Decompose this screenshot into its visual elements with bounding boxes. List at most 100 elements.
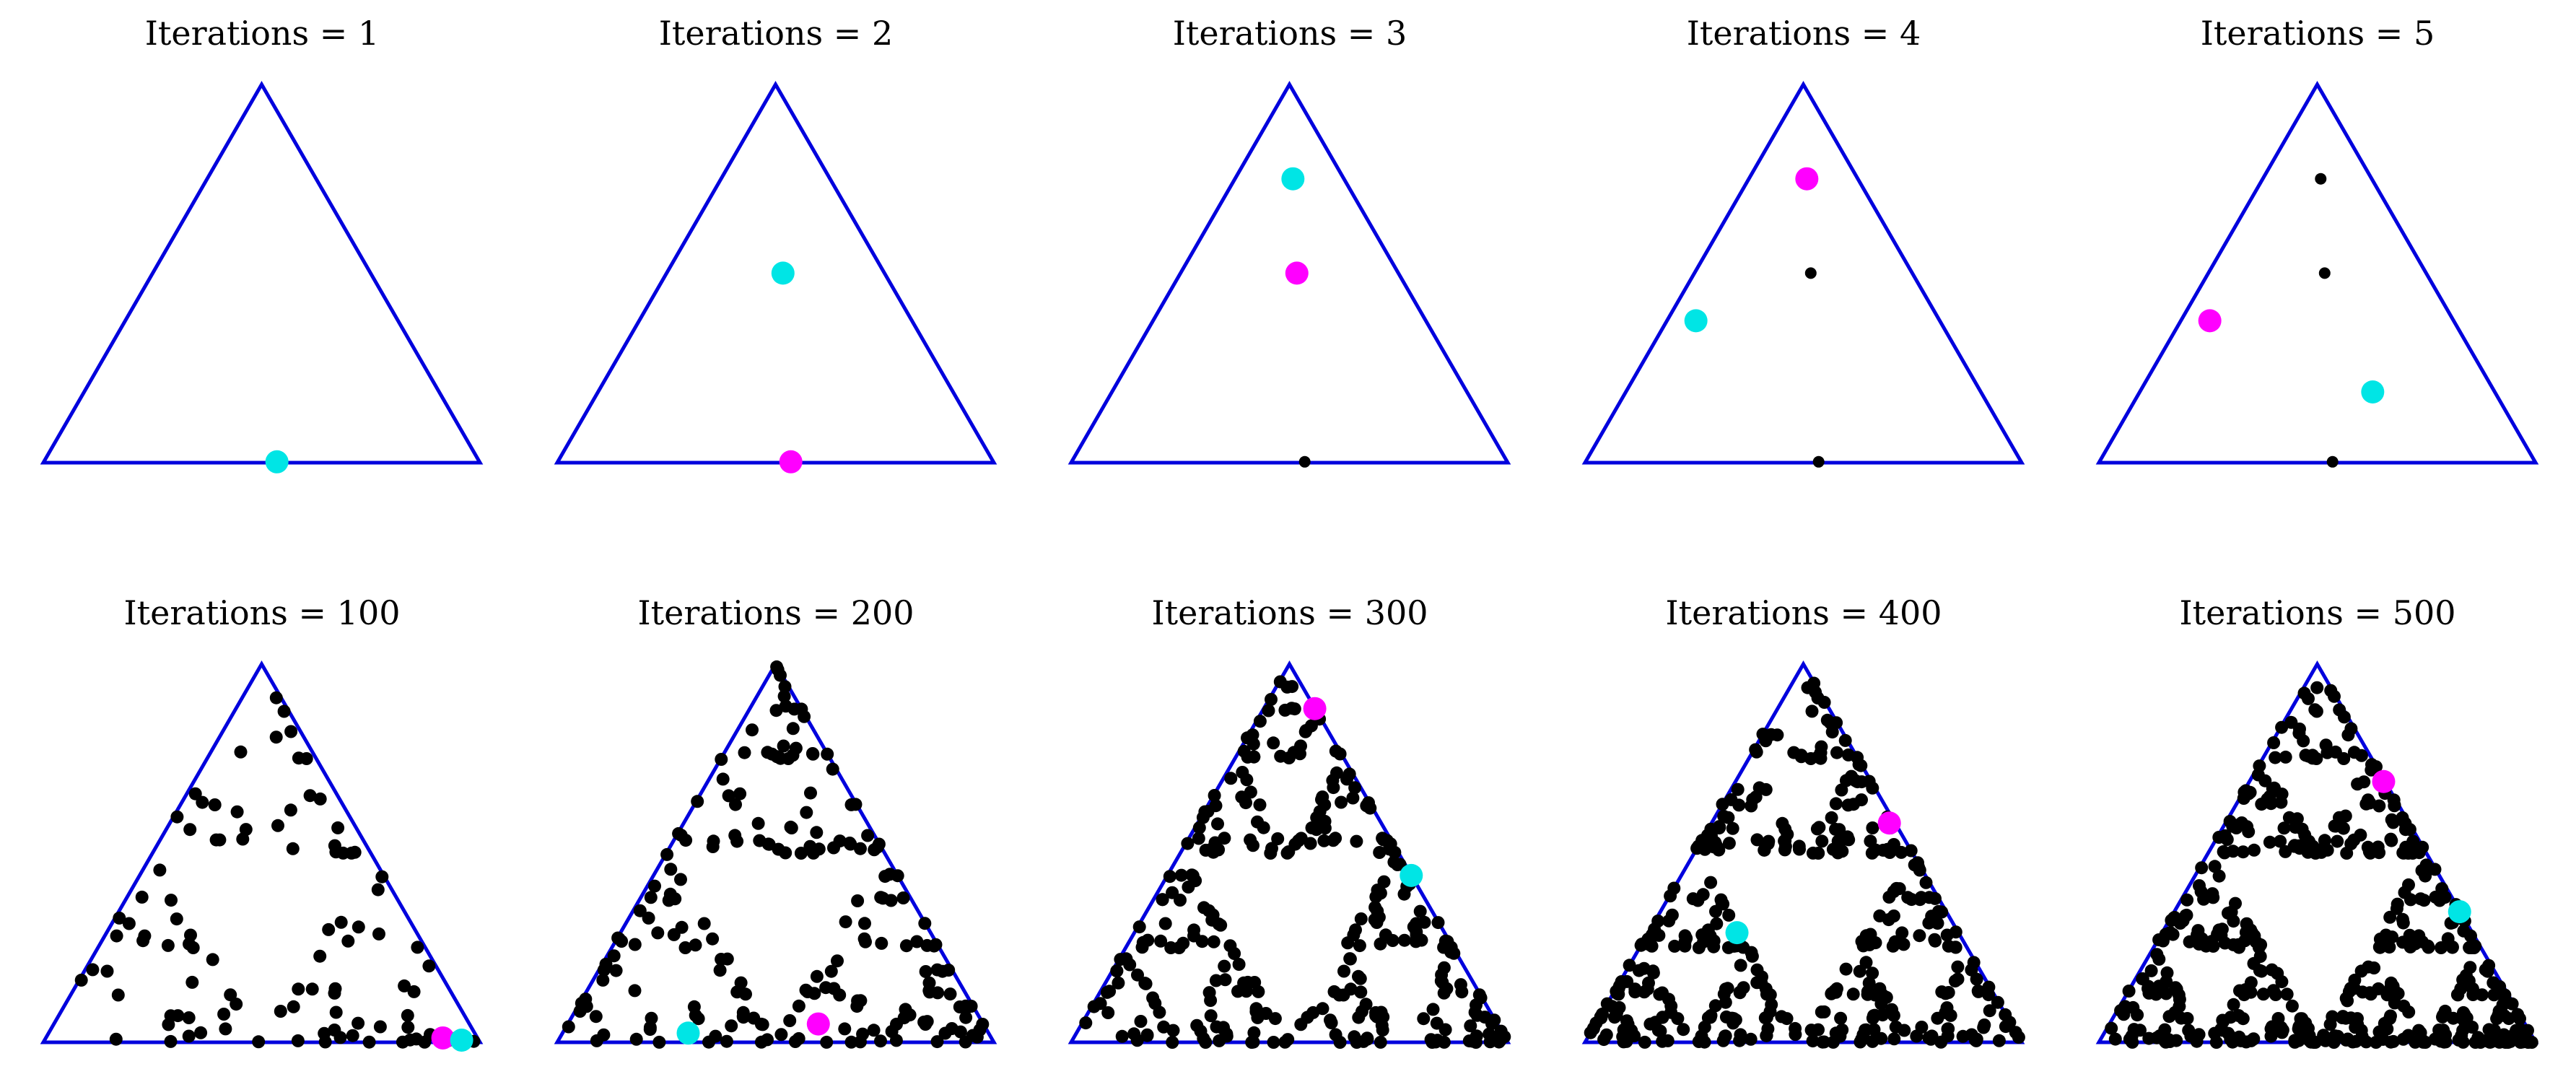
- data-point: [2172, 988, 2186, 1002]
- data-point: [2212, 831, 2226, 844]
- data-point: [1866, 1034, 1879, 1048]
- data-point: [2412, 846, 2426, 860]
- data-point: [1387, 855, 1401, 869]
- data-point: [2397, 999, 2411, 1013]
- data-point: [2003, 1016, 2017, 1029]
- panel-6: [40, 660, 484, 1052]
- panel-10: [2095, 660, 2539, 1049]
- data-point: [2190, 1034, 2204, 1048]
- data-point: [1316, 1002, 1330, 1016]
- data-point: [2266, 984, 2280, 998]
- data-point: [2388, 798, 2401, 812]
- data-point: [1708, 836, 1722, 850]
- data-point: [1185, 868, 1199, 882]
- data-point: [2162, 927, 2175, 941]
- data-point: [1719, 1029, 1732, 1043]
- data-point: [2497, 988, 2510, 1002]
- data-point: [1376, 832, 1389, 845]
- data-point: [2275, 720, 2289, 734]
- data-point: [86, 963, 100, 977]
- data-point: [1437, 1035, 1451, 1049]
- data-point: [1285, 702, 1298, 715]
- data-point: [1350, 1036, 1363, 1049]
- data-point: [313, 949, 327, 963]
- data-point: [810, 826, 824, 839]
- data-point: [407, 985, 421, 998]
- data-point: [274, 1005, 287, 1018]
- data-point: [730, 985, 744, 999]
- data-point: [1597, 1033, 1611, 1047]
- data-point: [2208, 860, 2222, 873]
- data-point: [1707, 940, 1721, 954]
- data-point: [854, 842, 867, 855]
- data-point: [2385, 834, 2398, 847]
- data-point: [896, 891, 910, 904]
- data-point: [2463, 961, 2477, 974]
- data-point: [1158, 917, 1172, 930]
- data-point: [1087, 1000, 1101, 1013]
- data-point: [1166, 1036, 1179, 1049]
- data-point: [2373, 941, 2387, 954]
- data-point: [662, 894, 676, 907]
- data-point: [596, 973, 610, 987]
- data-point: [1815, 740, 1828, 754]
- data-point: [1253, 715, 1267, 728]
- panel-title-2: Iterations = 2: [659, 14, 893, 53]
- data-point: [269, 730, 283, 744]
- data-point: [2269, 751, 2282, 764]
- data-point: [1789, 1028, 1802, 1042]
- data-point: [1418, 915, 1431, 929]
- data-point: [651, 926, 665, 940]
- data-point: [738, 746, 751, 759]
- data-point: [2422, 941, 2435, 954]
- data-point: [219, 1022, 232, 1036]
- data-point: [1410, 928, 1423, 942]
- data-point: [1869, 936, 1882, 950]
- data-point: [135, 890, 149, 904]
- data-point: [1812, 1023, 1825, 1037]
- data-point: [2354, 828, 2367, 842]
- data-point: [747, 1011, 761, 1025]
- data-point: [1119, 952, 1133, 966]
- data-point: [2384, 976, 2398, 990]
- data-point: [1236, 766, 1249, 779]
- data-point: [733, 787, 747, 800]
- data-point: [1344, 982, 1358, 996]
- data-point: [1265, 693, 1278, 706]
- data-point: [876, 891, 890, 905]
- data-point: [720, 1034, 733, 1048]
- data-point: [1826, 842, 1840, 856]
- next-point: [450, 1028, 473, 1052]
- data-point: [844, 837, 857, 851]
- data-point: [1318, 821, 1332, 835]
- data-point: [2318, 267, 2331, 279]
- data-point: [1722, 908, 1736, 922]
- data-point: [1645, 928, 1659, 942]
- panel-title-4: Iterations = 4: [1687, 14, 1921, 53]
- data-point: [1861, 987, 1874, 1001]
- data-point: [2341, 994, 2354, 1008]
- data-point: [867, 1024, 881, 1037]
- data-point: [1204, 1009, 1218, 1023]
- data-point: [1623, 959, 1636, 972]
- data-point: [1862, 976, 1876, 990]
- data-point: [1253, 798, 1267, 812]
- data-point: [2513, 1012, 2526, 1026]
- data-point: [2280, 987, 2294, 1001]
- data-point: [838, 1022, 852, 1036]
- data-point: [2308, 703, 2322, 717]
- panel-1: [40, 80, 484, 474]
- data-point: [2401, 843, 2415, 857]
- data-point: [1841, 748, 1855, 762]
- data-point: [1228, 947, 1241, 960]
- data-point: [1904, 844, 1918, 858]
- data-point: [409, 1032, 423, 1046]
- data-point: [1712, 821, 1726, 835]
- data-point: [1765, 998, 1778, 1011]
- data-point: [652, 1035, 666, 1049]
- data-point: [1732, 798, 1746, 812]
- data-point: [1829, 1026, 1843, 1040]
- data-point: [1101, 1006, 1115, 1019]
- data-point: [1686, 892, 1700, 906]
- data-point: [170, 912, 183, 926]
